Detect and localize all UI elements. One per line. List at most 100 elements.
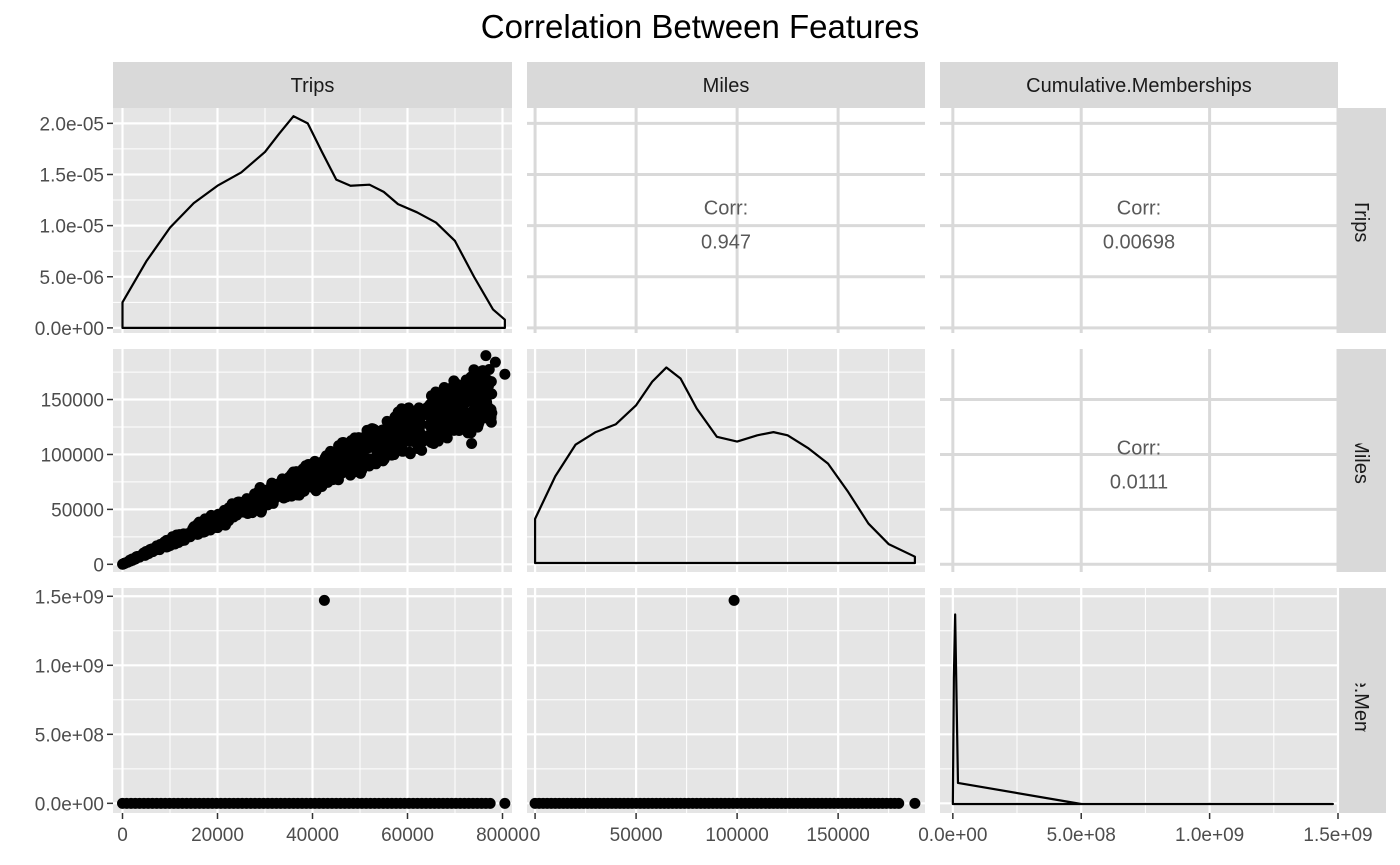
- scatter-point: [264, 490, 276, 502]
- row-strip-label: Cumulative.Memberships: [1350, 588, 1372, 814]
- scatter-panel: [113, 588, 512, 813]
- column-strip: [113, 62, 512, 108]
- x-tick-label: 0: [117, 825, 128, 846]
- scatter-point: [364, 453, 376, 465]
- density-panel: [940, 588, 1340, 813]
- scatter-point: [347, 450, 359, 462]
- y-tick-label: 50000: [51, 500, 104, 521]
- y-tick-label: 2.0e-05: [40, 114, 104, 135]
- row-strip: [1338, 588, 1386, 813]
- scatter-trips-memberships-points: [117, 594, 511, 809]
- scatter-point: [151, 540, 163, 552]
- scatter-point: [375, 452, 387, 464]
- scatter-point: [404, 446, 416, 458]
- scatter-point: [437, 390, 449, 402]
- scatter-point: [319, 452, 331, 464]
- scatter-point: [386, 449, 398, 461]
- y-tick-label: 150000: [41, 391, 104, 412]
- scatter-point: [728, 594, 740, 606]
- correlation-panel: [527, 108, 925, 333]
- chart-title: Correlation Between Features: [480, 8, 920, 45]
- scatter-point: [326, 465, 338, 477]
- x-tick-label: 50000: [610, 825, 663, 846]
- x-tick-label: 1.0e+09: [1175, 825, 1244, 846]
- x-tick-label: 80000: [476, 825, 529, 846]
- scatter-point: [333, 440, 345, 452]
- scatter-point: [354, 432, 366, 444]
- x-tick-label: 1.5e+09: [1303, 825, 1372, 846]
- x-tick-label: 150000: [806, 825, 869, 846]
- y-tick-label: 0.0e+00: [35, 794, 104, 815]
- scatter-point: [245, 499, 257, 511]
- scatter-point: [466, 437, 478, 449]
- scatter-point: [402, 434, 414, 446]
- correlation-label: Corr:: [1117, 438, 1161, 460]
- scatter-point: [454, 381, 466, 393]
- column-strip: [940, 62, 1338, 108]
- scatter-point: [321, 475, 333, 487]
- scatter-point: [428, 436, 440, 448]
- density-curve: [951, 613, 1334, 806]
- scatter-point: [480, 350, 492, 362]
- y-tick-label: 0: [93, 555, 104, 576]
- correlation-panel: [940, 349, 1340, 572]
- column-strip-label: Trips: [291, 75, 335, 97]
- density-curve: [533, 366, 916, 565]
- correlation-value: 0.947: [701, 232, 751, 254]
- scatter-point: [425, 417, 437, 429]
- column-strip: [527, 62, 925, 108]
- scatter-point: [200, 521, 212, 533]
- y-tick-label: 1.0e+09: [35, 656, 104, 677]
- scatter-point: [452, 406, 464, 418]
- scatter-point: [278, 492, 290, 504]
- scatter-point: [119, 557, 131, 569]
- x-tick-label: 60000: [381, 825, 434, 846]
- scatter-point: [499, 368, 511, 380]
- scatter-point: [307, 458, 319, 470]
- scatter-point: [489, 356, 501, 368]
- row-strip: [1338, 108, 1386, 333]
- scatter-point: [481, 412, 493, 424]
- scatter-point: [438, 381, 450, 393]
- scatter-miles-memberships-points: [529, 594, 921, 809]
- scatter-point: [470, 420, 482, 432]
- scatter-point: [293, 489, 305, 501]
- column-strip-label: Miles: [703, 75, 750, 97]
- y-tick-label: 0.0e+00: [35, 319, 104, 340]
- scatter-point: [221, 508, 233, 520]
- y-tick-label: 100000: [41, 445, 104, 466]
- scatter-point: [468, 404, 480, 416]
- panel-background: [940, 108, 1338, 333]
- scatter-point: [297, 463, 309, 475]
- scatter-point: [363, 442, 375, 454]
- row-strip-label: Miles: [1350, 437, 1372, 484]
- scatter-point: [160, 536, 172, 548]
- scatter-point: [416, 444, 428, 456]
- correlation-label: Corr:: [704, 198, 748, 220]
- scatter-point: [485, 376, 497, 388]
- scatter-point: [445, 420, 457, 432]
- y-tick-label: 5.0e+08: [35, 725, 104, 746]
- row-strip-label: Trips: [1350, 199, 1372, 243]
- density-curve: [121, 115, 506, 329]
- scatter-trips-miles-points: [117, 350, 511, 570]
- scatter-point: [440, 410, 452, 422]
- scatter-point: [283, 471, 295, 483]
- scatter-point: [176, 530, 188, 542]
- scatter-point: [318, 594, 330, 606]
- panel-background: [527, 108, 925, 333]
- scatter-point: [369, 424, 381, 436]
- scatter-point: [307, 481, 318, 493]
- density-panel: [113, 108, 512, 333]
- scatter-point: [141, 548, 153, 560]
- x-tick-label: 0.0e+00: [918, 825, 987, 846]
- correlation-value: 0.0111: [1110, 472, 1168, 494]
- scatter-point: [499, 797, 511, 809]
- scatter-point: [483, 364, 495, 376]
- scatter-point: [387, 422, 399, 434]
- correlation-panel: [940, 108, 1340, 333]
- scatter-point: [309, 473, 321, 485]
- x-tick-label: 20000: [191, 825, 244, 846]
- scatter-point: [413, 402, 425, 414]
- scatter-point: [402, 406, 414, 418]
